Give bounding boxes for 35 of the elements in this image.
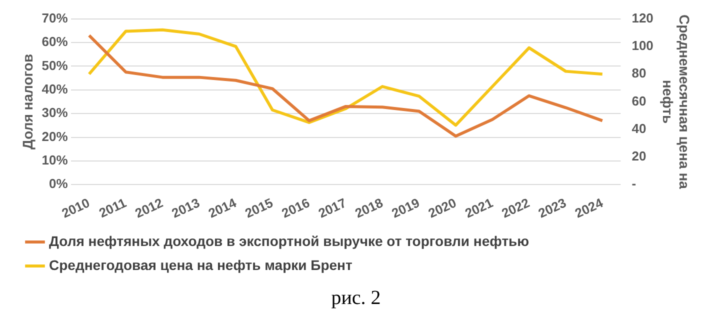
y-tick-label: 40% [42,81,68,96]
y2-axis-title: Среднемесячная цена на нефть [660,14,693,190]
y-tick-label: 50% [42,58,68,73]
x-tick-label: 2016 [279,195,312,221]
y2-tick-label: - [632,176,636,192]
x-tick-label: 2018 [352,195,386,221]
text: рис. 2 [330,287,382,310]
x-tick-label: 2020 [426,195,459,221]
x-tick-label: 2013 [169,195,202,221]
x-tick-label: 2019 [389,195,422,221]
y-tick-label: 30% [42,105,68,120]
x-tick-label: 2017 [316,195,349,221]
y2-tick-label: 80 [632,66,646,81]
y-tick-label: 20% [42,128,68,144]
y2-tick-label: 100 [632,38,654,54]
legend-label: Доля нефтяных доходов в экспортной выручке от торговли нефтью [49,232,530,249]
y2-tick-label: 40 [632,120,646,136]
x-tick-label: 2021 [462,195,496,221]
y-tick-label: 10% [42,152,68,168]
y-axis-title: Доля налогов [19,54,36,150]
legend-label: Среднегодовая цена на нефть марки Брент [49,256,352,273]
y2-tick-label: 20 [632,148,646,164]
x-tick-label: 2024 [572,194,606,221]
x-tick-label: 2014 [206,194,240,221]
x-tick-label: 2015 [242,195,276,221]
y2-tick-label: 120 [632,10,654,26]
y-tick-label: 70% [42,10,68,26]
x-tick-label: 2012 [132,195,166,221]
y-tick-label: 0% [49,176,68,192]
x-tick-label: 2023 [536,195,568,221]
x-tick-label: 2011 [96,195,129,221]
y-tick-label: 60% [42,34,68,50]
x-tick-label: 2022 [499,195,532,221]
x-tick-label: 2010 [59,195,92,221]
y2-tick-label: 60 [632,93,646,108]
